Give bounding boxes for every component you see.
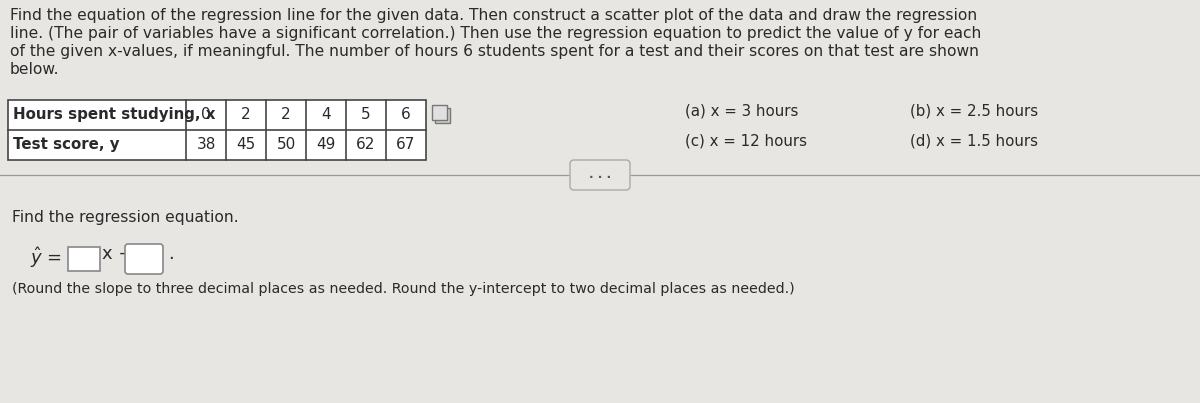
Text: (c) x = 12 hours: (c) x = 12 hours: [685, 134, 808, 149]
Text: 49: 49: [317, 137, 336, 152]
Bar: [68, 247, 100, 271]
Bar: [436, 108, 450, 123]
Text: Test score, y: Test score, y: [13, 137, 120, 152]
Text: 38: 38: [197, 137, 216, 152]
Text: 5: 5: [361, 107, 371, 122]
Bar: [8, 100, 426, 160]
Text: of the given x-values, if meaningful. The number of hours 6 students spent for a: of the given x-values, if meaningful. Th…: [10, 44, 979, 59]
Text: (a) x = 3 hours: (a) x = 3 hours: [685, 104, 798, 119]
FancyBboxPatch shape: [570, 160, 630, 190]
Text: 0: 0: [202, 107, 211, 122]
Text: (Round the slope to three decimal places as needed. Round the y-intercept to two: (Round the slope to three decimal places…: [12, 282, 794, 296]
Text: Find the regression equation.: Find the regression equation.: [12, 210, 239, 225]
Text: x +: x +: [102, 245, 133, 263]
Text: 6: 6: [401, 107, 410, 122]
Text: below.: below.: [10, 62, 60, 77]
Text: line. (The pair of variables have a significant correlation.) Then use the regre: line. (The pair of variables have a sign…: [10, 26, 982, 41]
Text: 50: 50: [276, 137, 295, 152]
Text: (b) x = 2.5 hours: (b) x = 2.5 hours: [910, 104, 1038, 119]
FancyBboxPatch shape: [125, 244, 163, 274]
Text: 2: 2: [241, 107, 251, 122]
Text: .: .: [168, 245, 174, 263]
Text: 62: 62: [356, 137, 376, 152]
Text: (d) x = 1.5 hours: (d) x = 1.5 hours: [910, 134, 1038, 149]
Text: $\hat{y}$ =: $\hat{y}$ =: [30, 245, 62, 270]
Text: Find the equation of the regression line for the given data. Then construct a sc: Find the equation of the regression line…: [10, 8, 977, 23]
Text: 67: 67: [396, 137, 415, 152]
Text: . . .: . . .: [589, 168, 611, 181]
Text: 2: 2: [281, 107, 290, 122]
Text: Hours spent studying, x: Hours spent studying, x: [13, 107, 215, 122]
Bar: [432, 105, 446, 120]
Text: 45: 45: [236, 137, 256, 152]
Text: 4: 4: [322, 107, 331, 122]
